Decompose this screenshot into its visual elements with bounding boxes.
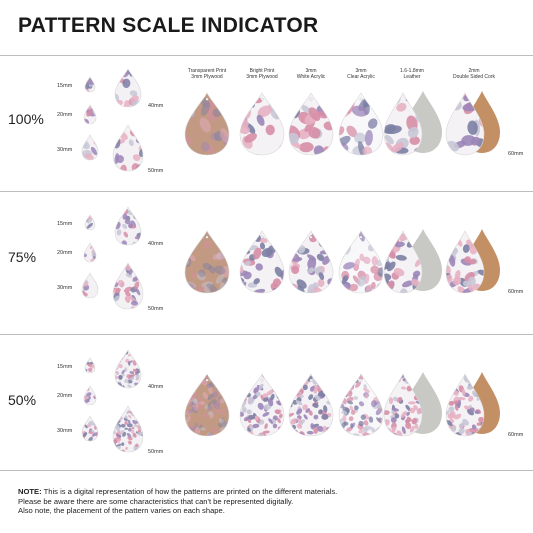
plywood-teardrop xyxy=(239,92,285,156)
size-label-50mm: 50mm xyxy=(148,168,164,174)
size-label-20mm: 20mm xyxy=(57,112,73,118)
scale-row-50pct: 50% 15mm 20mm 30mm 40mm 50mm 60mm xyxy=(0,336,533,476)
size-label-30mm: 30mm xyxy=(57,147,73,153)
material-label-line2: 3mm Plywood xyxy=(191,74,223,80)
sample-15mm-teardrop xyxy=(84,357,96,374)
sample-50mm-teardrop xyxy=(112,124,144,172)
cork-teardrop xyxy=(445,373,485,437)
size-label-40mm: 40mm xyxy=(148,103,164,109)
size-label-30mm: 30mm xyxy=(57,285,73,291)
sample-15mm-teardrop xyxy=(84,76,96,93)
acrylic-teardrop xyxy=(288,92,334,156)
material-label-line2: White Acrylic xyxy=(296,74,326,80)
acrylic-teardrop xyxy=(288,230,334,294)
sample-50mm-teardrop xyxy=(112,262,144,310)
size-label-40mm: 40mm xyxy=(148,384,164,390)
material-size-label: 60mm xyxy=(508,289,524,295)
scale-row-100pct: 100% 15mm 20mm 30mm 40mm 50mm 60mm Transparent … xyxy=(0,55,533,195)
material-label: 2mm Double Sided Cork xyxy=(443,68,505,80)
row-divider xyxy=(0,470,533,471)
material-label-line1: 3mm xyxy=(355,68,367,74)
leather-teardrop xyxy=(383,230,423,294)
size-label-15mm: 15mm xyxy=(57,221,73,227)
note: NOTE: This is a digital representation o… xyxy=(18,487,518,516)
leather-teardrop xyxy=(383,92,423,156)
scale-row-75pct: 75% 15mm 20mm 30mm 40mm 50mm 60mm xyxy=(0,193,533,333)
sample-20mm-teardrop xyxy=(83,242,97,263)
plywood-teardrop xyxy=(239,230,285,294)
acrylic-teardrop xyxy=(288,373,334,437)
acrylic-teardrop xyxy=(338,373,384,437)
sample-40mm-teardrop xyxy=(114,206,142,246)
material-label-line1: 3mm xyxy=(305,68,317,74)
sample-15mm-teardrop xyxy=(84,214,96,231)
material-label-line1: 2mm xyxy=(468,68,480,74)
sample-40mm-teardrop xyxy=(114,68,142,108)
sample-40mm-teardrop xyxy=(114,349,142,389)
page-title: PATTERN SCALE INDICATOR xyxy=(18,14,319,37)
scale-percentage: 75% xyxy=(8,249,37,265)
acrylic-teardrop xyxy=(338,230,384,294)
material-label-line2: Clear Acrylic xyxy=(347,74,375,80)
sample-30mm-teardrop xyxy=(81,415,99,442)
material-label: 3mm White Acrylic xyxy=(280,68,342,80)
size-label-15mm: 15mm xyxy=(57,83,73,89)
plywood-teardrop xyxy=(184,92,230,156)
material-label: Transparent Print 3mm Plywood xyxy=(176,68,238,80)
size-label-20mm: 20mm xyxy=(57,250,73,256)
leather-teardrop xyxy=(383,373,423,437)
row-divider xyxy=(0,55,533,56)
scale-percentage: 50% xyxy=(8,392,37,408)
note-line-1: This is a digital representation of how … xyxy=(43,487,338,496)
material-label-line1: Transparent Print xyxy=(187,68,227,74)
size-label-50mm: 50mm xyxy=(148,306,164,312)
sample-50mm-teardrop xyxy=(112,405,144,453)
material-label-line2: 3mm Plywood xyxy=(246,74,278,80)
sample-30mm-teardrop xyxy=(81,134,99,161)
cork-teardrop xyxy=(445,92,485,156)
material-label-line1: Bright Print xyxy=(249,68,275,74)
material-size-label: 60mm xyxy=(508,432,524,438)
material-label: 1.6-1.8mm Leather xyxy=(381,68,443,80)
sample-20mm-teardrop xyxy=(83,385,97,406)
note-label: NOTE: xyxy=(18,487,42,496)
size-label-15mm: 15mm xyxy=(57,364,73,370)
material-label-line2: Leather xyxy=(403,74,421,80)
size-label-20mm: 20mm xyxy=(57,393,73,399)
row-divider xyxy=(0,191,533,192)
note-line-3: Also note, the placement of the pattern … xyxy=(18,506,225,516)
sample-20mm-teardrop xyxy=(83,104,97,125)
plywood-teardrop xyxy=(239,373,285,437)
material-label-line2: Double Sided Cork xyxy=(453,74,495,80)
plywood-teardrop xyxy=(184,373,230,437)
size-label-50mm: 50mm xyxy=(148,449,164,455)
material-label: Bright Print 3mm Plywood xyxy=(231,68,293,80)
cork-teardrop xyxy=(445,230,485,294)
material-label-line1: 1.6-1.8mm xyxy=(400,68,424,74)
material-label: 3mm Clear Acrylic xyxy=(330,68,392,80)
size-label-30mm: 30mm xyxy=(57,428,73,434)
acrylic-teardrop xyxy=(338,92,384,156)
note-line-2: Please be aware there are some character… xyxy=(18,496,294,506)
material-size-label: 60mm xyxy=(508,151,524,157)
size-label-40mm: 40mm xyxy=(148,241,164,247)
sample-30mm-teardrop xyxy=(81,272,99,299)
plywood-teardrop xyxy=(184,230,230,294)
row-divider xyxy=(0,334,533,335)
scale-percentage: 100% xyxy=(8,111,44,127)
